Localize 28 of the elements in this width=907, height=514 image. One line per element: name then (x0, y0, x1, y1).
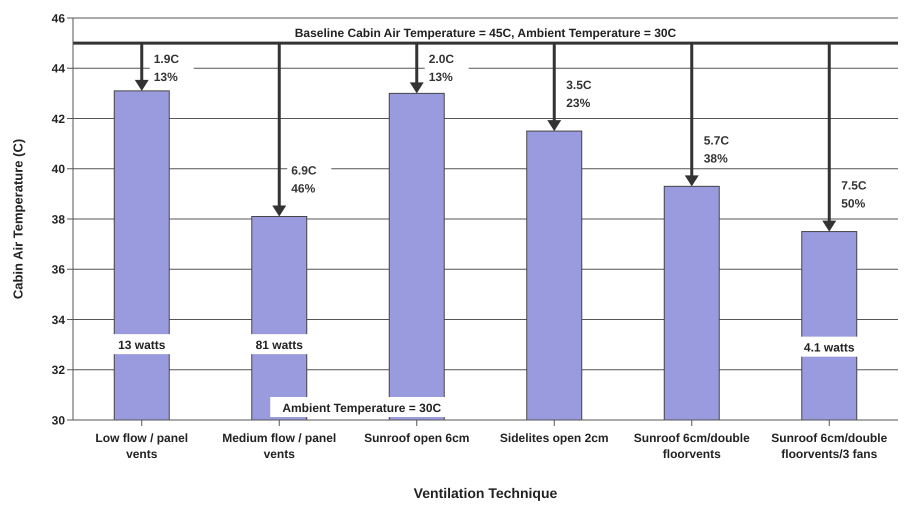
x-tick-label: Medium flow / panel vents (222, 431, 336, 461)
annotation: 3.5C 23% (566, 78, 592, 110)
y-tick-label: 32 (52, 363, 66, 378)
x-axis-title: Ventilation Technique (414, 485, 558, 501)
y-tick-label: 46 (52, 11, 66, 26)
ref-line-label: Baseline Cabin Air Temperature = 45C, Ambient Temperature = 30C (294, 26, 677, 40)
annotation: 4.1 watts (804, 340, 855, 355)
x-tick-label: Low flow / panel vents (95, 431, 188, 461)
y-tick-label: 30 (52, 413, 66, 428)
y-tick-label: 34 (52, 312, 66, 327)
y-tick-label: 44 (52, 62, 66, 76)
annotation: 5.7C 38% (704, 133, 730, 166)
y-tick-label: 40 (52, 162, 66, 176)
annotation: 2.0C 13% (428, 52, 454, 84)
annotation: Ambient Temperature = 30C (282, 401, 442, 415)
annotation: 81 watts (256, 338, 304, 352)
y-tick-label: 38 (52, 212, 66, 226)
annotation: 13 watts (118, 338, 166, 352)
annotation: 7.5C 50% (841, 178, 867, 211)
y-axis-title: Cabin Air Temperature (C) (10, 138, 26, 300)
x-tick-label: Sidelites open 2cm (500, 431, 609, 445)
x-tick-label: Sunroof 6cm/double floorvents/3 fans (771, 431, 888, 461)
x-tick-label: Sunroof open 6cm (364, 431, 470, 445)
x-tick-label: Sunroof 6cm/double floorvents (634, 431, 750, 461)
y-tick-label: 36 (52, 262, 66, 277)
y-tick-label: 42 (52, 112, 66, 126)
annotation: 6.9C 46% (291, 163, 317, 196)
annotation: 1.9C 13% (154, 52, 180, 84)
